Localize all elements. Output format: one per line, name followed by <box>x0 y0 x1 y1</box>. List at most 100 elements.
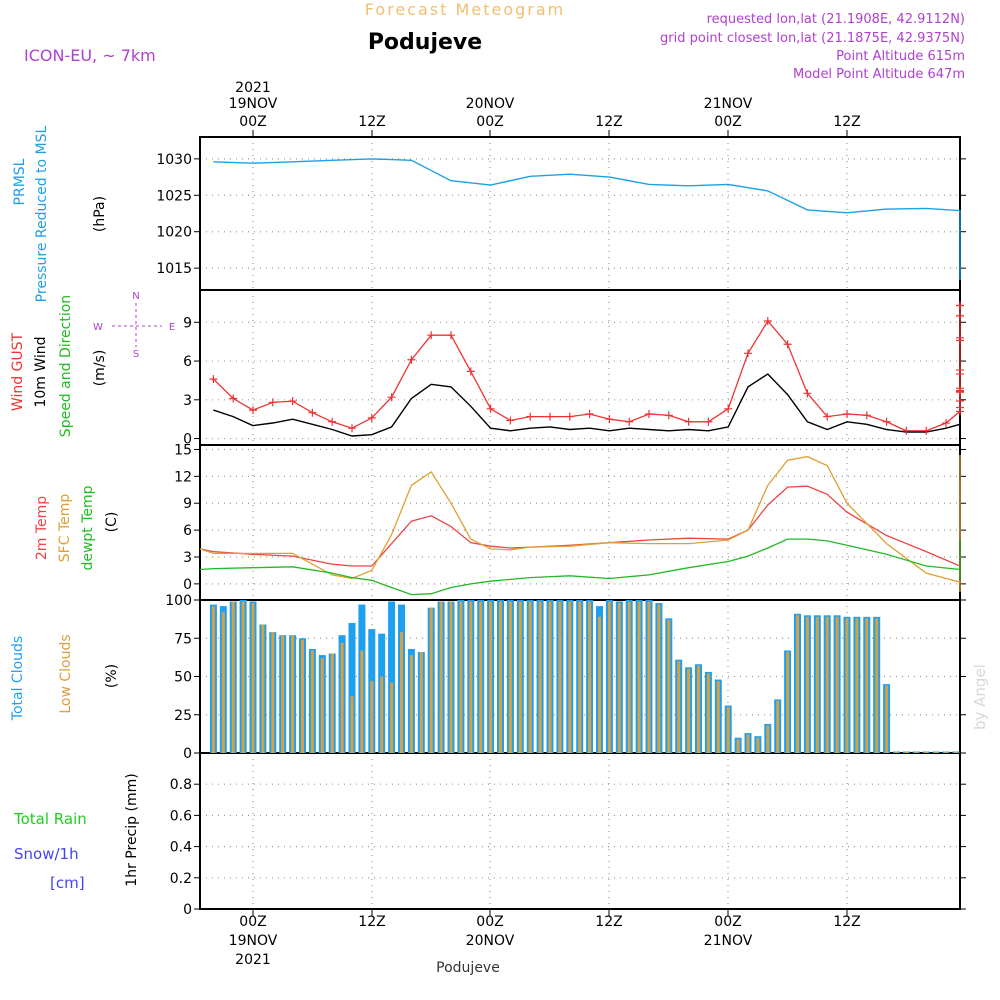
p2-label-gust: Wind GUST <box>10 332 26 411</box>
bottom-date-1: 19NOV <box>229 933 278 949</box>
low-cloud-bar <box>904 751 908 753</box>
low-cloud-bar <box>578 601 582 753</box>
low-cloud-bar <box>627 601 631 753</box>
top-date-3: 21NOV <box>704 96 753 112</box>
y-tick-label: 1015 <box>156 261 192 277</box>
low-cloud-bar <box>697 665 700 753</box>
bottom-tick-0: 00Z <box>239 914 266 930</box>
low-cloud-bar <box>617 603 621 753</box>
y-tick-label: 9 <box>183 496 192 512</box>
gust-marker <box>956 336 964 345</box>
y-tick-label: 15 <box>174 442 192 458</box>
gust-marker <box>956 311 964 320</box>
low-cloud-bar <box>489 601 493 753</box>
low-cloud-bar <box>796 615 799 753</box>
low-cloud-bar <box>558 601 562 753</box>
y-tick-label: 9 <box>183 315 192 331</box>
low-cloud-bar <box>954 751 958 753</box>
top-tick-1: 12Z <box>358 114 385 130</box>
low-cloud-bar <box>776 700 780 753</box>
low-cloud-bar <box>508 601 512 753</box>
bottom-tick-5: 12Z <box>833 914 860 930</box>
low-cloud-bar <box>518 601 522 753</box>
low-cloud-bar <box>439 601 443 753</box>
gust-marker <box>308 408 317 417</box>
low-cloud-bar <box>261 624 265 753</box>
y-tick-label: 75 <box>174 631 192 647</box>
low-cloud-bar <box>479 601 483 753</box>
sfc-temp-line <box>199 454 961 592</box>
gust-marker <box>956 369 964 378</box>
low-cloud-bar <box>805 616 809 753</box>
p5-label-axis: 1hr Precip (mm) <box>124 773 140 886</box>
y-tick-label: 0 <box>183 577 192 593</box>
gust-marker <box>843 410 851 418</box>
low-cloud-bar <box>706 673 710 753</box>
p5-label-total-rain: Total Rain <box>13 810 87 828</box>
low-cloud-bar <box>528 601 532 753</box>
gust-marker <box>288 397 297 406</box>
low-cloud-bar <box>588 601 592 753</box>
gust-marker <box>684 417 693 426</box>
top-tick-3: 12Z <box>595 114 622 130</box>
gust-marker <box>605 415 614 424</box>
p5-label-snow: Snow/1h <box>14 845 79 863</box>
gust-marker <box>942 419 950 428</box>
low-cloud-bar <box>885 685 889 753</box>
pressure-line <box>213 158 961 280</box>
low-cloud-bar <box>934 751 938 753</box>
gust-marker <box>268 398 277 407</box>
low-cloud-bar <box>667 619 671 753</box>
gust-marker <box>744 349 752 358</box>
y-tick-label: 1030 <box>156 152 192 168</box>
gust-marker <box>526 412 535 421</box>
low-cloud-bar <box>350 696 354 753</box>
y-tick-label: 1020 <box>156 225 192 241</box>
footer-location: Podujeve <box>436 960 500 976</box>
top-year: 2021 <box>235 80 271 96</box>
credit-text: by Angel <box>971 664 989 730</box>
bottom-year: 2021 <box>235 952 271 968</box>
gust-marker <box>387 393 396 402</box>
top-tick-2: 00Z <box>476 114 503 130</box>
gust-marker <box>585 410 594 418</box>
y-tick-label: 6 <box>183 354 192 370</box>
low-cloud-bar <box>845 618 849 753</box>
low-cloud-bar <box>370 681 374 753</box>
top-tick-4: 00Z <box>714 114 741 130</box>
compass-w: W <box>93 322 103 333</box>
low-cloud-bar <box>687 668 691 753</box>
low-cloud-bar <box>380 676 384 753</box>
gust-marker <box>645 410 653 418</box>
p3-label-unit: (C) <box>104 512 120 533</box>
low-cloud-bar <box>301 639 304 753</box>
y-tick-label: 0.2 <box>170 871 192 887</box>
p4-label-unit: (%) <box>104 664 120 688</box>
gust-marker <box>902 426 911 435</box>
bottom-tick-2: 00Z <box>476 914 503 930</box>
gust-marker <box>823 412 832 421</box>
p1-label-pressure: Pressure Reduced to MSL <box>34 125 50 302</box>
gust-marker <box>956 386 964 395</box>
p4-label-total: Total Clouds <box>10 636 26 721</box>
low-cloud-bar <box>291 635 295 753</box>
low-cloud-bar <box>419 652 423 753</box>
point-altitude: Point Altitude 615m <box>836 49 965 64</box>
model-altitude: Model Point Altitude 647m <box>793 67 965 82</box>
low-cloud-bar <box>390 682 394 753</box>
chart-panels: 1015102010251030036903691215025507510000… <box>156 130 966 918</box>
gust-marker <box>862 411 871 420</box>
low-cloud-bar <box>875 618 879 753</box>
low-cloud-bar <box>746 734 750 753</box>
p4-label-low: Low Clouds <box>58 634 74 713</box>
wind-line <box>213 364 961 437</box>
compass-s: S <box>133 349 139 360</box>
low-cloud-bar <box>459 601 463 753</box>
bottom-date-3: 21NOV <box>704 933 753 949</box>
low-cloud-bar <box>855 618 859 753</box>
gust-marker <box>922 426 931 435</box>
p3-label-dewpt: dewpt Temp <box>80 485 96 570</box>
low-cloud-bar <box>310 650 314 753</box>
y-tick-label: 0.8 <box>170 777 192 793</box>
